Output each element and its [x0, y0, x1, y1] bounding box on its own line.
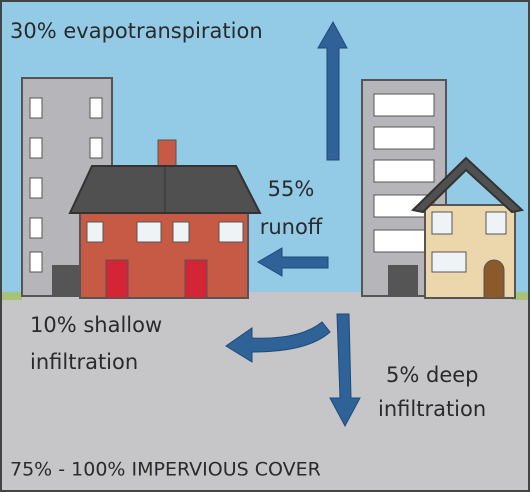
evapotranspiration-label: 30% evapotranspiration — [10, 19, 263, 43]
shallow-infiltration-label: 10% shallow — [30, 313, 162, 337]
runoff-label: runoff — [260, 215, 323, 239]
caption: 75% - 100% IMPERVIOUS COVER — [10, 459, 321, 481]
deep-infiltration-label: 5% deep — [386, 363, 479, 387]
illustration: 30% evapotranspiration 55% runoff 10% sh… — [0, 0, 530, 492]
grass — [0, 292, 22, 300]
runoff-percent: 55% — [268, 177, 315, 201]
shallow-infiltration-label: infiltration — [30, 350, 138, 374]
page: {"flows": [ {"lines": ["30% evapotranspi… — [0, 0, 530, 492]
deep-infiltration-label: infiltration — [378, 397, 486, 421]
